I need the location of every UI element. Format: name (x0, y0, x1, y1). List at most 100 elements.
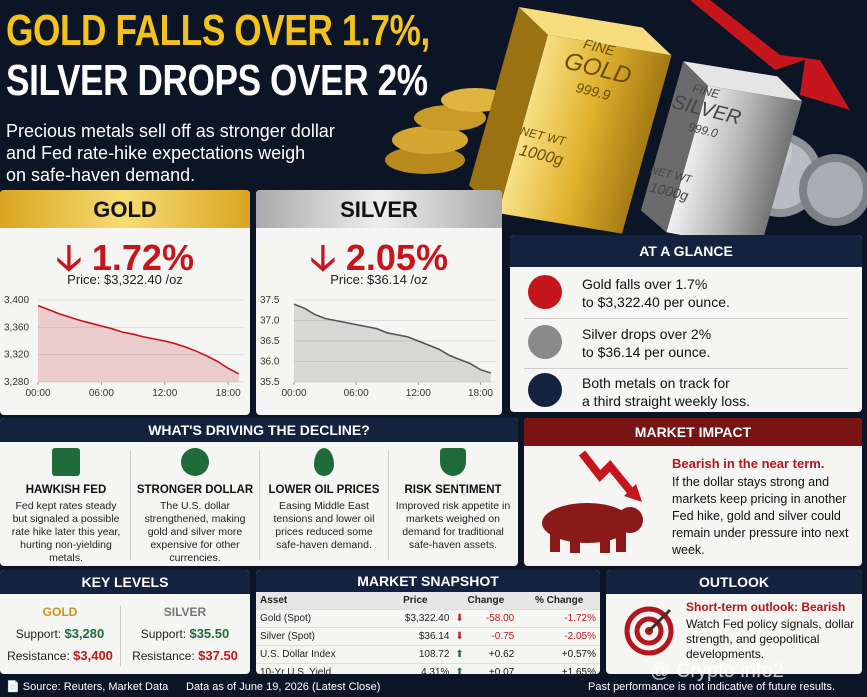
footer-disclaimer: Past performance is not indicative of fu… (588, 681, 836, 693)
x-tick-label: 06:00 (89, 388, 114, 399)
icon (528, 275, 562, 309)
footer-date: Data as of June 19, 2026 (Latest Close) (186, 681, 381, 693)
snapshot-table: Asset Price Change% Change Gold (Spot) $3,32… (256, 592, 600, 674)
glance-line: Gold falls over 1.7% (582, 276, 708, 292)
label: Resistance: (7, 649, 70, 663)
outlook-text: Watch Fed policy signals, dollar strengt… (686, 617, 855, 661)
panel-title: SILVER (256, 190, 502, 228)
panel-title: AT A GLANCE (510, 235, 862, 267)
y-tick-label: 3,360 (4, 322, 29, 333)
glance-line: a third straight weekly loss. (582, 393, 751, 409)
driver-title: LOWER OIL PRICES (268, 484, 380, 496)
gold-chart: 3,280 3,320 3,360 3,400 00:00 06:00 12:00 18:00 (4, 295, 244, 399)
support: Support: $3,280 (0, 623, 120, 645)
driver: RISK SENTIMENT Improved risk appetite in … (389, 448, 517, 552)
header-cell: Asset (256, 592, 378, 610)
value: $35.50 (189, 626, 230, 641)
value: $3,400 (73, 648, 113, 663)
panel-title: WHAT'S DRIVING THE DECLINE? (0, 418, 518, 442)
x-tick-label: 00:00 (25, 388, 50, 399)
key-levels-panel: KEY LEVELS GOLD Support: $3,280 Resistan… (0, 570, 250, 674)
trend-arrow: ⬇ (455, 613, 464, 624)
panel-title: MARKET SNAPSHOT (256, 570, 600, 592)
impact-text: If the dollar stays strong and markets k… (672, 475, 849, 557)
support: Support: $35.50 (122, 623, 248, 645)
change-value: 1.72% (91, 237, 194, 278)
subtitle: Precious metals sell off as stronger dol… (6, 121, 335, 141)
subtitle: on safe-haven demand. (6, 165, 196, 185)
area (38, 305, 239, 382)
icon (52, 448, 80, 476)
label: Resistance: (132, 649, 195, 663)
table-cell: $36.14 (377, 627, 454, 646)
icon (528, 373, 562, 407)
impact-lead: Bearish in the near term. (672, 456, 825, 471)
table-cell: Silver (Spot) (256, 627, 378, 646)
outlook-panel: OUTLOOK Short-term outlook: Bearish Watc… (606, 570, 862, 674)
table-cell: +0.57% (518, 645, 600, 664)
table-cell: ⬆ +0.07 (453, 663, 519, 674)
table-header: Asset Price Change% Change (256, 592, 600, 610)
table-cell: U.S. Dollar Index (256, 645, 378, 664)
table-cell: 108.72 (377, 645, 454, 664)
x-tick-label: 12:00 (152, 388, 177, 399)
x-tick-label: 18:00 (468, 388, 493, 399)
driver: HAWKISH FED Fed kept rates steady but sig… (2, 448, 130, 565)
header-cell: Price (377, 592, 454, 610)
table-cell: ⬆ +0.62 (453, 645, 519, 664)
icon (314, 448, 334, 476)
glance-line: Silver drops over 2% (582, 326, 712, 342)
table-row: U.S. Dollar Index 108.72 ⬆ +0.62 +0.57% (256, 645, 600, 664)
silver-bar (640, 61, 803, 235)
y-tick-label: 3,280 (4, 377, 29, 388)
table-cell: -2.05% (518, 627, 600, 646)
driver-title: RISK SENTIMENT (404, 484, 502, 496)
silver-levels: SILVER Support: $35.50 Resistance: $37.5… (122, 602, 248, 667)
silver-chart: 35.5 36.0 36.5 37.0 37.5 00:00 06:00 12:00 18:00 (260, 295, 496, 399)
change-value: 2.05% (345, 237, 448, 278)
divider (524, 318, 848, 319)
table-cell: $3,322.40 (377, 609, 454, 628)
divider (388, 450, 389, 560)
y-tick-label: 35.5 (260, 377, 280, 388)
cell-text: +0.62 (488, 649, 515, 660)
icon (440, 448, 466, 476)
down-arrow (690, 0, 850, 110)
bear-icon (542, 450, 643, 553)
area (294, 304, 491, 382)
outlook-lead: Short-term outlook: Bearish (686, 600, 846, 614)
label: Support: (140, 627, 187, 641)
title-line: SILVER DROPS OVER 2% (6, 56, 428, 105)
y-tick-label: 3,400 (4, 295, 29, 306)
watermark: @ Crypto info2 (650, 660, 784, 682)
line (293, 303, 492, 374)
driver: LOWER OIL PRICES Easing Middle East tensi… (260, 448, 388, 552)
panel-title: MARKET IMPACT (524, 418, 862, 446)
table-cell: +1.65% (518, 663, 600, 674)
glance-line: to $3,322.40 per ounce. (582, 294, 730, 310)
table-cell: -1.72% (518, 609, 600, 628)
value: $3,280 (64, 626, 105, 641)
hero-art: FINE GOLD 999.9 NET WT 1000g FINE SILVER… (385, 0, 867, 235)
table-row: Silver (Spot) $36.14 ⬇ -0.75 -2.05% (256, 627, 600, 646)
cell-text: -0.75 (491, 631, 515, 642)
silver-panel: SILVER 🡣 2.05% Price: $36.14 /oz 35.5 36.… (256, 190, 502, 415)
metal-name: SILVER (163, 605, 207, 619)
subtitle: and Fed rate-hike expectations weigh (6, 143, 306, 163)
trend-arrow: ⬇ (455, 631, 464, 642)
y-tick-label: 36.0 (260, 357, 280, 368)
gold-bar (469, 6, 672, 234)
table-cell: 10-Yr U.S. Yield (256, 663, 378, 674)
divider (120, 606, 121, 666)
value: $37.50 (198, 648, 238, 663)
glance-panel: AT A GLANCE Gold falls over 1.7% to $3,3… (510, 235, 862, 412)
price: Price: $36.14 /oz (330, 272, 428, 287)
title-line: GOLD FALLS OVER 1.7%, (6, 6, 430, 55)
glance-line: to $36.14 per ounce. (582, 344, 711, 360)
driver-text: Improved risk appetite in markets weighe… (395, 500, 511, 551)
table-cell: ⬇ -0.75 (453, 627, 519, 646)
table-cell: ⬇ -58.00 (453, 609, 519, 628)
header-cell: Change (453, 592, 519, 610)
bar-text: FINE (582, 36, 617, 59)
